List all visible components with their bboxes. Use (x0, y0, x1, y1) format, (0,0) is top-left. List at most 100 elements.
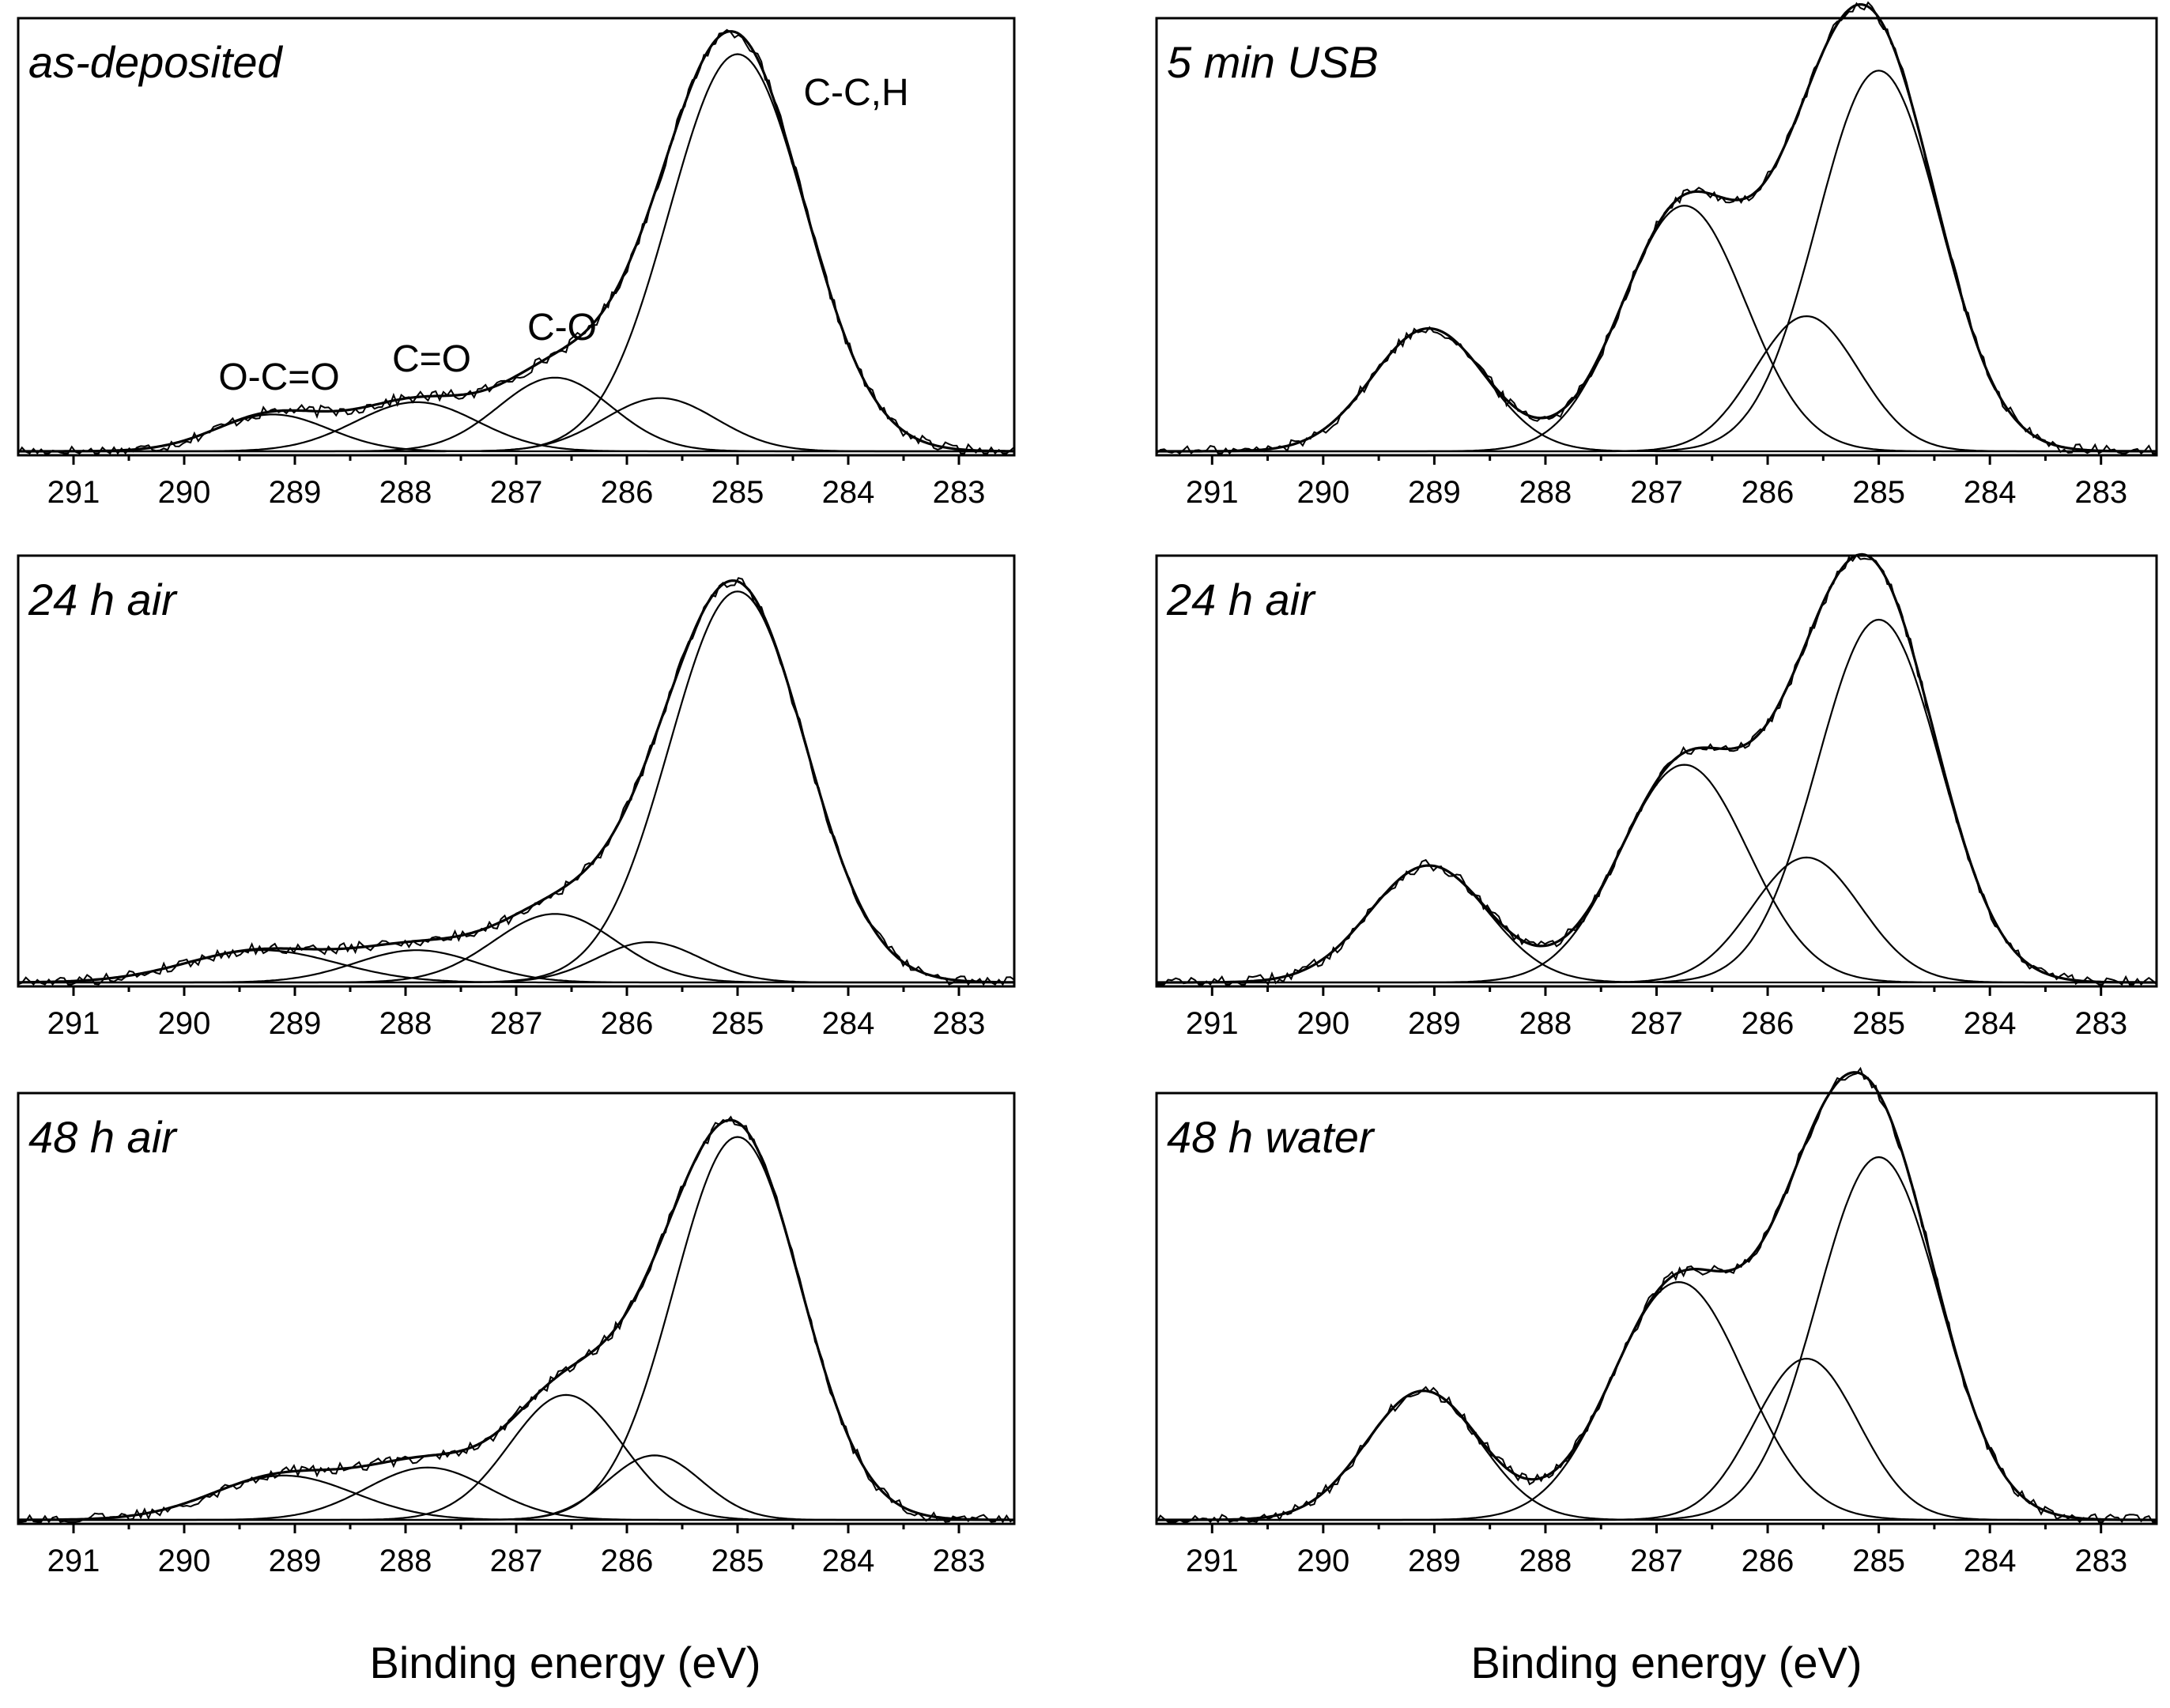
tick-label: 283 (933, 475, 986, 510)
component-curve-6-4 (1157, 1156, 2157, 1521)
tick-label: 287 (490, 1006, 543, 1041)
tick-label: 285 (1852, 1006, 1905, 1041)
tick-label: 289 (1408, 475, 1461, 510)
tick-label: 285 (711, 475, 764, 510)
tick-label: 288 (379, 475, 432, 510)
tick-label: 286 (601, 1006, 654, 1041)
tick-label: 287 (490, 1544, 543, 1578)
component-curve-3-1 (18, 949, 1014, 984)
raw-spectrum-3 (17, 577, 1015, 986)
component-curve-6-2 (1157, 1280, 2157, 1521)
tick-label: 287 (1630, 1006, 1683, 1041)
component-curve-3-2 (18, 949, 1014, 984)
tick-label: 290 (158, 475, 211, 510)
tick-label: 283 (933, 1544, 986, 1578)
tick-label: 291 (47, 1544, 100, 1578)
tick-label: 288 (1519, 475, 1572, 510)
tick-label: 291 (47, 1006, 100, 1041)
raw-spectrum-2 (1156, 1, 2157, 455)
envelope-curve-3 (18, 579, 1015, 984)
component-curve-4-1 (1157, 864, 2157, 984)
component-curve-2-2 (1157, 205, 2157, 453)
panel-2: 291 290 289 288 287 286 285 284 283 5 min USB (1155, 1, 2158, 510)
tick-label: 291 (1186, 1006, 1239, 1041)
panel-1: 291 290 289 288 287 286 285 284 283 as-deposited O… (17, 17, 1016, 510)
tick-label: 288 (1519, 1006, 1572, 1041)
tick-label: 289 (1408, 1006, 1461, 1041)
raw-spectrum-4 (1157, 553, 2157, 986)
panel-title-6: 48 h water (1167, 1112, 1376, 1162)
envelope-curve-2 (1157, 2, 2157, 453)
tick-label: 283 (933, 1006, 986, 1041)
panel-title-5: 48 h air (28, 1112, 178, 1162)
component-curve-2-1 (1157, 327, 2157, 453)
component-curve-3-5 (18, 590, 1015, 984)
panel-title-1: as-deposited (28, 37, 284, 87)
component-curve-5-1 (17, 1474, 1014, 1521)
tick-label: 288 (1519, 1544, 1572, 1578)
tick-label: 283 (2074, 1544, 2127, 1578)
tick-label: 284 (822, 1006, 875, 1041)
envelope-curve-6 (1157, 1071, 2157, 1521)
peak-label: C-O (527, 307, 597, 349)
tick-label: 289 (269, 1544, 322, 1578)
raw-spectrum-5 (18, 1115, 1015, 1524)
x-axis-title-left: Binding energy (eV) (370, 1638, 761, 1687)
envelope-curve-1 (18, 30, 1015, 453)
tick-label: 286 (1742, 475, 1794, 510)
tick-label: 287 (490, 475, 543, 510)
component-curve-2-4 (1157, 70, 2157, 453)
tick-label: 288 (379, 1006, 432, 1041)
peak-label: C=O (392, 338, 471, 380)
peak-label: C-C,H (803, 72, 908, 114)
raw-spectrum-1 (17, 28, 1015, 455)
tick-label: 290 (1296, 475, 1349, 510)
tick-label: 285 (711, 1006, 764, 1041)
panel-title-4: 24 h air (1166, 575, 1316, 624)
tick-label: 286 (601, 475, 654, 510)
tick-label: 291 (47, 475, 100, 510)
tick-label: 289 (1408, 1544, 1461, 1578)
tick-label: 284 (1964, 1544, 2017, 1578)
tick-label: 284 (1964, 1006, 2017, 1041)
tick-label: 289 (269, 475, 322, 510)
panel-title-3: 24 h air (28, 575, 178, 624)
tick-label: 291 (1186, 1544, 1239, 1578)
tick-label: 287 (1630, 1544, 1683, 1578)
component-curve-5-4 (18, 1454, 1014, 1521)
tick-label: 283 (2074, 1006, 2127, 1041)
component-curve-5-5 (18, 1136, 1014, 1521)
component-curve-4-4 (1157, 618, 2157, 984)
tick-label: 284 (822, 1544, 875, 1578)
panel-3: 291 290 289 288 287 286 285 284 283 24 h air (17, 554, 1016, 1041)
peak-label: O-C=O (218, 356, 339, 398)
tick-label: 283 (2074, 475, 2127, 510)
tick-label: 290 (1296, 1006, 1349, 1041)
panel-title-2: 5 min USB (1167, 37, 1379, 87)
tick-label: 291 (1186, 475, 1239, 510)
component-curve-4-3 (1157, 856, 2157, 984)
component-curve-6-3 (1157, 1357, 2157, 1521)
tick-label: 289 (269, 1006, 322, 1041)
tick-label: 286 (601, 1544, 654, 1578)
tick-label: 290 (1296, 1544, 1349, 1578)
tick-label: 285 (1852, 475, 1905, 510)
component-curve-3-4 (18, 941, 1014, 984)
tick-label: 284 (1964, 475, 2017, 510)
component-curve-1-4 (18, 397, 1014, 453)
component-curve-4-2 (1157, 764, 2157, 984)
tick-label: 286 (1742, 1544, 1794, 1578)
tick-label: 287 (1630, 475, 1683, 510)
tick-label: 285 (1852, 1544, 1905, 1578)
envelope-curve-5 (17, 1118, 1014, 1521)
tick-label: 290 (158, 1544, 211, 1578)
raw-spectrum-6 (1156, 1066, 2157, 1524)
panel-5: 291 290 289 288 287 286 285 284 283 48 h air (17, 1092, 1016, 1578)
component-curve-1-3 (18, 376, 1014, 453)
panel-4: 291 290 289 288 287 286 285 284 283 24 h air (1155, 552, 2158, 1041)
x-axis-title-right: Binding energy (eV) (1471, 1638, 1862, 1687)
tick-label: 290 (158, 1006, 211, 1041)
panel-6: 291 290 289 288 287 286 285 284 283 48 h water (1155, 1066, 2158, 1578)
tick-label: 288 (379, 1544, 432, 1578)
tick-label: 286 (1742, 1006, 1794, 1041)
